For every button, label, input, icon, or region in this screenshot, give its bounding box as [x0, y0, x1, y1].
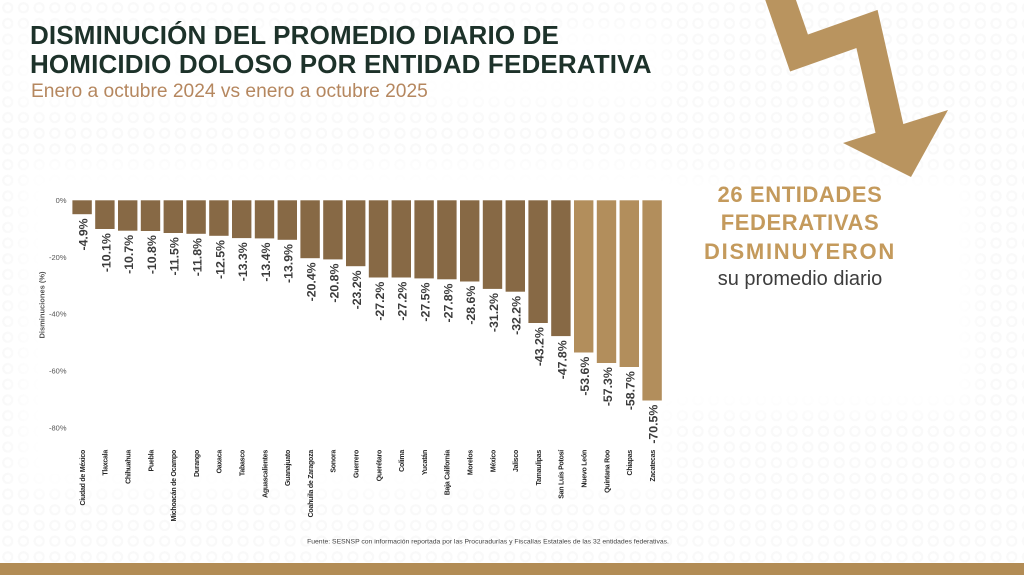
svg-text:Chiapas: Chiapas	[627, 450, 634, 476]
svg-text:-27.5%: -27.5%	[419, 283, 433, 322]
svg-text:Guanajuato: Guanajuato	[285, 450, 292, 486]
svg-text:Durango: Durango	[194, 450, 201, 477]
svg-text:Puebla: Puebla	[148, 450, 155, 472]
svg-text:-20%: -20%	[49, 253, 67, 262]
svg-text:0%: 0%	[56, 196, 67, 205]
svg-text:Colima: Colima	[399, 450, 406, 472]
svg-text:-23.2%: -23.2%	[350, 270, 364, 309]
svg-text:Oaxaca: Oaxaca	[217, 450, 224, 474]
svg-text:-28.6%: -28.6%	[464, 286, 478, 325]
svg-text:-60%: -60%	[49, 367, 67, 376]
svg-text:-27.2%: -27.2%	[373, 282, 387, 321]
svg-text:Tlaxcala: Tlaxcala	[103, 450, 110, 476]
svg-text:San Luis Potosí: San Luis Potosí	[559, 449, 566, 499]
svg-text:Querétaro: Querétaro	[376, 450, 383, 481]
svg-text:Fuente: SESNSP con información: Fuente: SESNSP con información reportada…	[307, 539, 669, 546]
svg-text:-10.7%: -10.7%	[122, 235, 136, 274]
svg-text:México: México	[490, 450, 497, 472]
svg-text:-13.9%: -13.9%	[282, 244, 296, 283]
svg-text:Jalisco: Jalisco	[513, 450, 520, 472]
svg-text:-53.6%: -53.6%	[578, 357, 592, 396]
svg-text:-70.5%: -70.5%	[647, 405, 661, 444]
svg-text:Coahuila de Zaragoza: Coahuila de Zaragoza	[308, 450, 315, 518]
svg-text:Aguascalientes: Aguascalientes	[262, 450, 269, 498]
svg-text:Zacatecas: Zacatecas	[650, 450, 657, 482]
svg-text:Morelos: Morelos	[468, 450, 475, 475]
svg-text:-10.1%: -10.1%	[99, 233, 113, 272]
svg-text:Yucatán: Yucatán	[422, 450, 429, 475]
svg-text:-43.2%: -43.2%	[533, 327, 547, 366]
svg-text:Sonora: Sonora	[331, 450, 338, 473]
svg-text:-57.3%: -57.3%	[601, 367, 615, 406]
svg-text:Tamaulipas: Tamaulipas	[536, 450, 543, 486]
svg-text:-80%: -80%	[49, 423, 67, 432]
svg-text:-4.9%: -4.9%	[77, 218, 91, 250]
svg-text:-13.4%: -13.4%	[259, 243, 273, 282]
svg-text:-58.7%: -58.7%	[624, 371, 638, 410]
svg-text:Guerrero: Guerrero	[354, 450, 361, 478]
svg-text:Quintana Roo: Quintana Roo	[604, 450, 611, 493]
svg-text:-13.3%: -13.3%	[236, 242, 250, 281]
svg-text:-27.2%: -27.2%	[396, 282, 410, 321]
svg-text:Disminuciones (%): Disminuciones (%)	[38, 271, 47, 339]
svg-text:-11.5%: -11.5%	[168, 237, 182, 275]
svg-text:Nuevo León: Nuevo León	[582, 450, 589, 488]
svg-text:-40%: -40%	[49, 310, 67, 319]
svg-text:-12.5%: -12.5%	[213, 240, 227, 279]
svg-text:-10.8%: -10.8%	[145, 235, 159, 274]
svg-text:-31.2%: -31.2%	[487, 293, 501, 332]
svg-text:-20.8%: -20.8%	[327, 264, 341, 303]
svg-text:Tabasco: Tabasco	[240, 450, 247, 476]
svg-text:Michoacán de Ocampo: Michoacán de Ocampo	[171, 450, 178, 522]
svg-text:-11.8%: -11.8%	[191, 238, 205, 276]
svg-text:-20.4%: -20.4%	[305, 262, 319, 301]
svg-text:Chihuahua: Chihuahua	[126, 450, 133, 484]
svg-text:Baja California: Baja California	[445, 450, 452, 496]
svg-text:-27.8%: -27.8%	[441, 283, 455, 322]
svg-text:-32.2%: -32.2%	[510, 296, 524, 335]
svg-text:Ciudad de México: Ciudad de México	[80, 450, 87, 506]
svg-text:-47.8%: -47.8%	[555, 340, 569, 379]
